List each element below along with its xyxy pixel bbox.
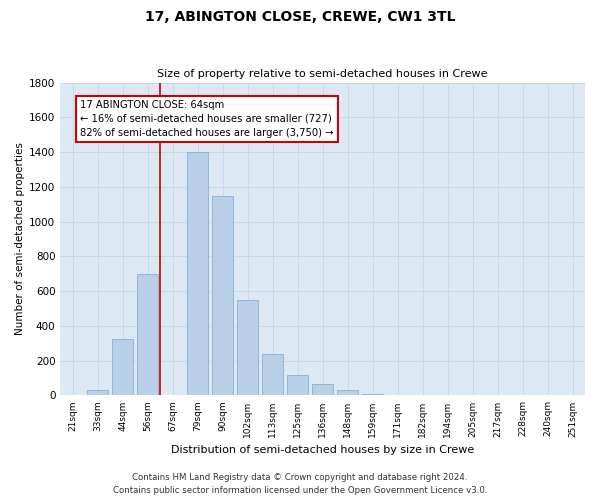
- Bar: [337, 390, 358, 396]
- Bar: [187, 152, 208, 396]
- Y-axis label: Number of semi-detached properties: Number of semi-detached properties: [15, 142, 25, 336]
- Bar: [262, 354, 283, 396]
- Bar: [137, 274, 158, 396]
- Text: 17, ABINGTON CLOSE, CREWE, CW1 3TL: 17, ABINGTON CLOSE, CREWE, CW1 3TL: [145, 10, 455, 24]
- Title: Size of property relative to semi-detached houses in Crewe: Size of property relative to semi-detach…: [157, 69, 488, 79]
- Bar: [312, 384, 333, 396]
- Bar: [387, 394, 408, 396]
- Bar: [362, 394, 383, 396]
- Text: Contains HM Land Registry data © Crown copyright and database right 2024.
Contai: Contains HM Land Registry data © Crown c…: [113, 474, 487, 495]
- Bar: [287, 374, 308, 396]
- Bar: [87, 390, 109, 396]
- X-axis label: Distribution of semi-detached houses by size in Crewe: Distribution of semi-detached houses by …: [171, 445, 474, 455]
- Bar: [112, 339, 133, 396]
- Bar: [212, 196, 233, 396]
- Bar: [237, 300, 258, 396]
- Text: 17 ABINGTON CLOSE: 64sqm
← 16% of semi-detached houses are smaller (727)
82% of : 17 ABINGTON CLOSE: 64sqm ← 16% of semi-d…: [80, 100, 334, 138]
